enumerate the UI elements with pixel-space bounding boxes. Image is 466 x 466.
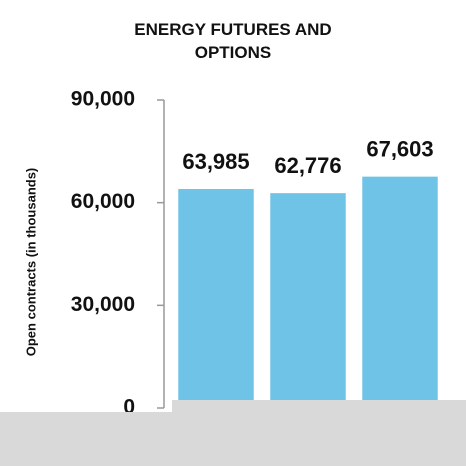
y-tick-label: 30,000	[71, 293, 135, 316]
y-tick-label: 90,000	[71, 88, 135, 111]
bar	[178, 189, 254, 408]
y-tick-label: 0	[123, 396, 135, 419]
overlay-panel	[0, 400, 466, 466]
chart-title: ENERGY FUTURES AND OPTIONS	[134, 20, 332, 62]
value-label: 62,776	[274, 153, 341, 178]
y-axis-label: Open contracts (in thousands)	[23, 168, 38, 357]
value-label: 63,985	[182, 149, 249, 174]
bar	[362, 176, 438, 408]
bar	[270, 193, 346, 408]
y-tick-label: 60,000	[71, 190, 135, 213]
value-label: 67,603	[366, 136, 433, 161]
